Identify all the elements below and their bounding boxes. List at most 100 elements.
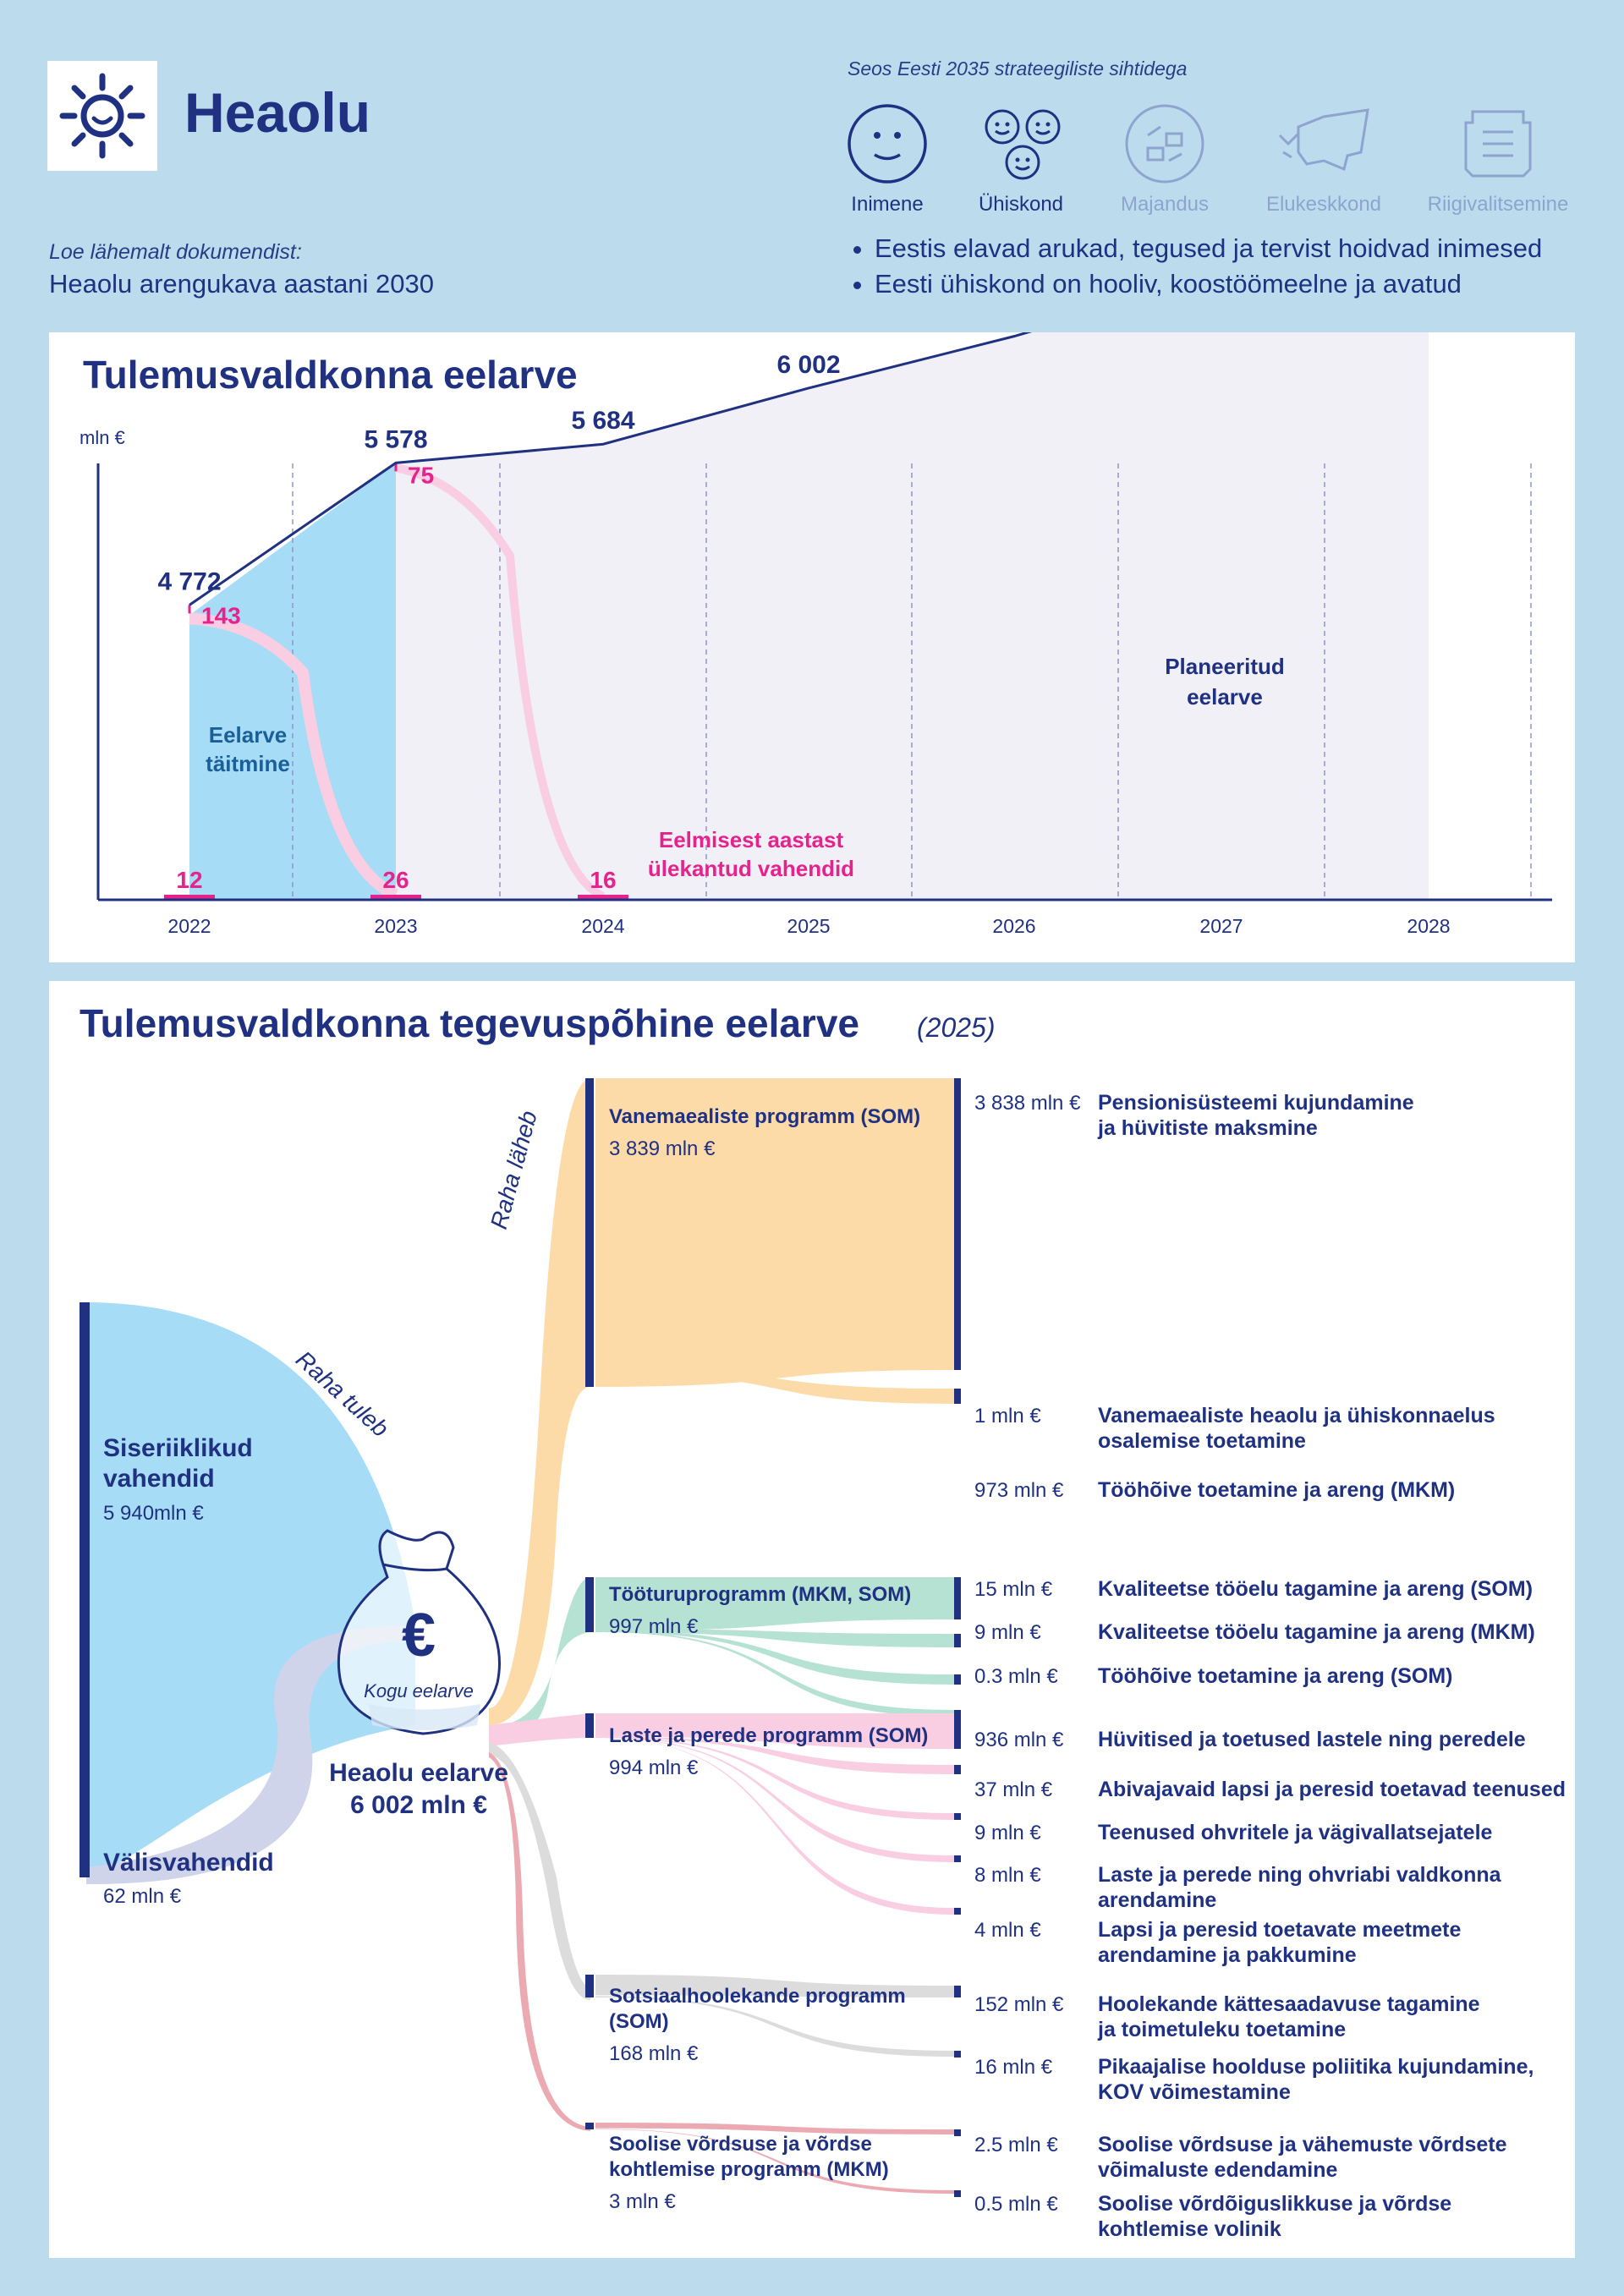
measure-bar: [954, 2051, 961, 2058]
bullet-item: Eesti ühiskond on hooliv, koostöömeelne …: [875, 269, 1542, 299]
measure-bar: [954, 2129, 961, 2136]
measure-bar: [954, 1713, 961, 1749]
source-value-domestic: 5 940mln €: [103, 1502, 204, 1525]
carryover-top-label: 143: [201, 602, 241, 628]
measure-bar: [954, 1389, 961, 1404]
program-bar: [585, 2123, 594, 2129]
flow-measure: [595, 1996, 954, 2057]
measure-value: 0.5 mln €: [974, 2193, 1058, 2216]
measure-bar: [954, 1577, 961, 1619]
measure-name: Kvaliteetse tööelu tagamine ja areng (MK…: [1098, 1620, 1535, 1644]
flow-measure: [595, 1713, 954, 1749]
planned-annotation: Planeeritud eelarve: [1165, 654, 1285, 710]
goals-title: Seos Eesti 2035 strateegiliste sihtidega: [848, 58, 1188, 79]
flow-program-vanemaealiste: [489, 1078, 590, 1725]
three-faces-icon: [985, 109, 1061, 180]
flow-program-soolise: [489, 1752, 590, 2131]
program-value: 168 mln €: [609, 2042, 699, 2065]
carryover-flow-2022: [189, 612, 398, 901]
flow-out-label: Raha läheb: [486, 1108, 542, 1231]
carryover-flow-2023: [395, 463, 606, 901]
flow-program-laste: [489, 1713, 590, 1746]
measure-bar: [954, 1813, 961, 1820]
goal-label: Inimene: [851, 193, 924, 216]
sun-logo-icon: [47, 61, 157, 171]
measure-value: 37 mln €: [974, 1778, 1053, 1801]
carryover-top-label: 75: [408, 462, 434, 488]
measure-value: 3 838 mln €: [974, 1092, 1081, 1115]
x-tick-label: 2028: [1407, 915, 1450, 937]
flow-measure: [595, 1078, 954, 1387]
goal-bullets: Eestis elavad arukad, tegused ja tervist…: [846, 233, 1542, 304]
boxes-globe-icon: [1125, 104, 1204, 184]
measure-name: Soolise võrdõiguslikkuse ja võrdse kohtle…: [1098, 2192, 1451, 2241]
measure-value: 1 mln €: [974, 1405, 1041, 1427]
x-tick-label: 2027: [1199, 915, 1243, 937]
sankey-title: Tulemusvaldkonna tegevuspõhine eelarve: [80, 1001, 859, 1045]
measure-value: 9 mln €: [974, 1822, 1041, 1844]
goal-riigivalitsemine: Riigivalitsemine: [1418, 101, 1578, 216]
value-label: 5 684: [571, 407, 634, 435]
measure-value: 4 mln €: [974, 1919, 1041, 1942]
sankey-panel: Tulemusvaldkonna tegevuspõhine eelarve (…: [49, 981, 1575, 2258]
source-name-domestic: Siseriiklikud vahendid: [103, 1434, 253, 1493]
value-label: 5 578: [364, 425, 427, 453]
carryover-bar: [164, 895, 215, 900]
measure-name: Pikaajalise hoolduse poliitika kujundami…: [1098, 2055, 1533, 2104]
goal-uhiskond: Ühiskond: [941, 101, 1101, 216]
flow-program-tooturu: [489, 1577, 590, 1742]
measure-value: 9 mln €: [974, 1621, 1041, 1644]
carryover-bar: [578, 895, 628, 900]
program-value: 994 mln €: [609, 1756, 699, 1779]
money-bag-icon: € Kogu eelarve: [337, 1529, 501, 1735]
program-value: 997 mln €: [609, 1615, 699, 1638]
measure-name: Pensionisüsteemi kujundamine ja hüvitiste…: [1097, 1091, 1414, 1140]
measure-name: Lapsi ja peresid toetavate meetmete arend…: [1098, 1918, 1461, 1967]
program-name: Vanemaealiste programm (SOM): [609, 1105, 920, 1128]
value-label: 4 772: [157, 567, 221, 595]
flow-measure: [595, 1975, 954, 1997]
measure-bar: [954, 2190, 961, 2197]
document-label: Loe lähemalt dokumendist:: [49, 240, 302, 264]
source-name-foreign: Välisvahendid: [103, 1849, 274, 1877]
measure-name: Hoolekande kättesaadavuse tagamine ja toi…: [1097, 1992, 1480, 2041]
measure-value: 973 mln €: [974, 1479, 1064, 1502]
executed-annotation: Eelarve täitmine: [206, 722, 290, 776]
goal-label: Ühiskond: [978, 193, 1064, 216]
measure-value: 0.3 mln €: [974, 1665, 1058, 1688]
total-name: Heaolu eelarve: [329, 1759, 508, 1787]
measure-bar: [954, 1986, 961, 1997]
budget-sankey-chart: Tulemusvaldkonna tegevuspõhine eelarve (…: [80, 1001, 1566, 2241]
measure-value: 16 mln €: [974, 2056, 1053, 2079]
program-value: 3 mln €: [609, 2190, 676, 2213]
measure-bar: [954, 1765, 961, 1774]
flow-domestic: [86, 1302, 415, 1877]
measure-value: 8 mln €: [974, 1864, 1041, 1887]
carryover-bottom-label: 16: [590, 867, 616, 893]
bag-symbol: €: [402, 1602, 436, 1669]
budget-chart-panel: Tulemusvaldkonna eelarve mln € 12 26 16 143…: [49, 183, 1575, 962]
x-tick-label: 2022: [167, 915, 211, 937]
document-link[interactable]: Heaolu arengukava aastani 2030: [49, 269, 435, 299]
goal-majandus: Majandus: [1084, 101, 1245, 216]
goal-label: Majandus: [1120, 193, 1210, 216]
x-tick-label: 2023: [374, 915, 417, 937]
measure-bar: [954, 1078, 961, 1370]
measure-name: Vanemaealiste heaolu ja ühiskonnaelus osa…: [1098, 1404, 1495, 1453]
sankey-year: (2025): [917, 1012, 996, 1043]
carryover-bottom-label: 12: [176, 867, 202, 893]
measure-bar: [954, 1634, 961, 1647]
goal-inimene: Inimene: [807, 101, 968, 216]
program-name: Soolise võrdsuse ja võrdse kohtlemise pro…: [609, 2133, 889, 2181]
flow-measure: [595, 2123, 954, 2134]
bullet-item: Eestis elavad arukad, tegused ja tervist…: [875, 233, 1542, 264]
source-value-foreign: 62 mln €: [103, 1885, 182, 1908]
goal-label: Riigivalitsemine: [1427, 193, 1569, 216]
flow-foreign: [86, 1625, 415, 1885]
flow-measure: [595, 1736, 954, 1774]
document-badge-icon: [1464, 110, 1532, 178]
x-tick-label: 2024: [581, 915, 624, 937]
budget-area-chart: Tulemusvaldkonna eelarve mln € 12 26 16 143…: [80, 183, 1552, 937]
carryover-bottom-label: 26: [382, 867, 409, 893]
flow-measure: [595, 1629, 954, 1647]
